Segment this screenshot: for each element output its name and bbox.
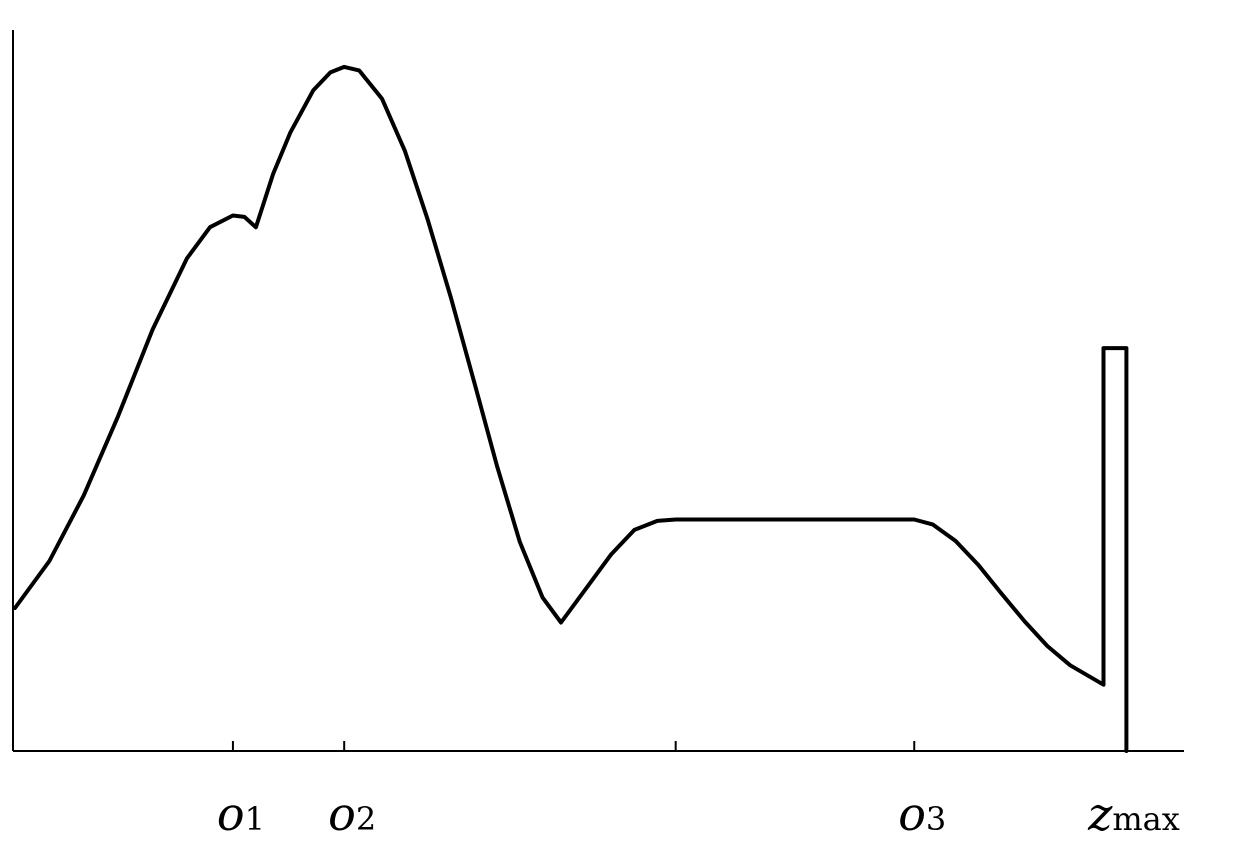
x-tick-label-1: o2 [328,787,376,841]
series-line [13,64,1129,753]
x-tick-label-4: zmax [1087,787,1180,841]
x-ticks [231,741,1128,751]
x-tick-label-3: o3 [898,787,946,841]
x-tick-label-0: o1 [217,787,265,841]
x-tick-labels: o1 o2 o3 zmax [217,787,1180,841]
